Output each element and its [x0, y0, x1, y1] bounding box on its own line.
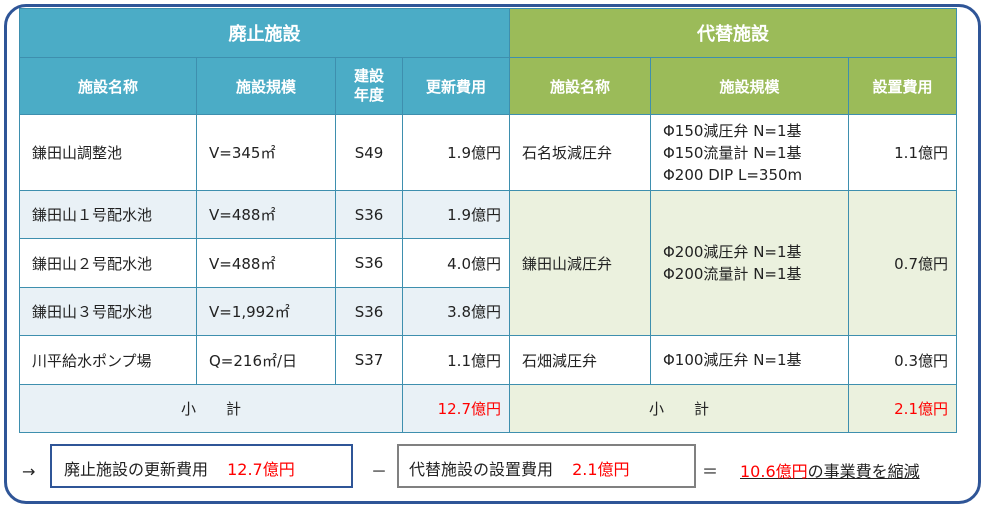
facility-year: S37 — [335, 335, 403, 385]
facility-cost: 3.8億円 — [402, 287, 510, 336]
abolished-cost-value: 12.7億円 — [227, 460, 295, 479]
table-row: 鎌田山３号配水池 V=1,992㎡ S36 3.8億円 — [19, 287, 957, 336]
replacement-scale: Φ100減圧弁 N=1基 — [650, 335, 849, 385]
cost-reduction-formula: → 廃止施設の更新費用 12.7億円 － 代替施設の設置費用 2.1億円 ＝ 1… — [0, 444, 989, 494]
subtotal-row: 小 計 12.7億円 小 計 2.1億円 — [19, 384, 957, 433]
facility-name: 鎌田山１号配水池 — [19, 190, 197, 239]
col-header-replacement-scale: 施設規模 — [650, 57, 849, 115]
facility-year: S49 — [335, 114, 403, 191]
abolished-cost-box: 廃止施設の更新費用 12.7億円 — [50, 444, 353, 488]
reduction-result: 10.6億円の事業費を縮減 — [740, 452, 920, 492]
facility-year: S36 — [335, 287, 403, 336]
abolished-subtotal-label: 小 計 — [19, 384, 403, 433]
reduction-text: の事業費を縮減 — [807, 462, 920, 481]
facility-scale: V=345㎡ — [196, 114, 336, 191]
facility-cost: 4.0億円 — [402, 238, 510, 288]
facility-scale: V=1,992㎡ — [196, 287, 336, 336]
facility-name: 鎌田山３号配水池 — [19, 287, 197, 336]
replacement-cost: 0.3億円 — [848, 335, 957, 385]
facility-name: 川平給水ポンプ場 — [19, 335, 197, 385]
facility-scale: Q=216㎡/日 — [196, 335, 336, 385]
col-header-name: 施設名称 — [19, 57, 197, 115]
col-header-replacement-name: 施設名称 — [509, 57, 651, 115]
minus-sign: － — [371, 462, 388, 481]
replacement-facilities-title: 代替施設 — [509, 8, 957, 58]
replacement-scale: Φ150減圧弁 N=1基 Φ150流量計 N=1基 Φ200 DIP L=350m — [650, 114, 849, 191]
facility-year: S36 — [335, 190, 403, 239]
facility-cost: 1.9億円 — [402, 190, 510, 239]
facility-comparison-table: 廃止施設 代替施設 施設名称 施設規模 建設 年度 更新費用 施設名称 施設規模 … — [19, 8, 957, 433]
table-row: 鎌田山１号配水池 V=488㎡ S36 1.9億円 鎌田山減圧弁 Φ200減圧弁… — [19, 190, 957, 336]
reduction-value: 10.6億円 — [740, 462, 808, 481]
facility-cost: 1.1億円 — [402, 335, 510, 385]
equals-sign: ＝ — [702, 462, 719, 481]
replacement-cost: 0.7億円 — [848, 190, 957, 336]
replacement-subtotal-value: 2.1億円 — [848, 384, 957, 433]
facility-year: S36 — [335, 238, 403, 288]
facility-name: 鎌田山２号配水池 — [19, 238, 197, 288]
col-header-year: 建設 年度 — [335, 57, 403, 115]
table-row: 川平給水ポンプ場 Q=216㎡/日 S37 1.1億円 石畑減圧弁 Φ100減圧… — [19, 335, 957, 385]
replacement-scale: Φ200減圧弁 N=1基 Φ200流量計 N=1基 — [650, 190, 849, 336]
replacement-cost-box: 代替施設の設置費用 2.1億円 — [397, 444, 696, 488]
col-header-renewal-cost: 更新費用 — [402, 57, 510, 115]
abolished-facilities-title: 廃止施設 — [19, 8, 510, 58]
replacement-name: 石名坂減圧弁 — [509, 114, 651, 191]
facility-name: 鎌田山調整池 — [19, 114, 197, 191]
col-header-install-cost: 設置費用 — [848, 57, 957, 115]
col-header-scale: 施設規模 — [196, 57, 336, 115]
table-row: 鎌田山調整池 V=345㎡ S49 1.9億円 石名坂減圧弁 Φ150減圧弁 N… — [19, 114, 957, 191]
abolished-cost-label: 廃止施設の更新費用 — [64, 460, 209, 479]
replacement-name: 石畑減圧弁 — [509, 335, 651, 385]
facility-cost: 1.9億円 — [402, 114, 510, 191]
replacement-cost: 1.1億円 — [848, 114, 957, 191]
outer-frame — [4, 4, 981, 504]
replacement-name: 鎌田山減圧弁 — [509, 190, 651, 336]
replacement-subtotal-label: 小 計 — [509, 384, 849, 433]
arrow-icon: → — [22, 462, 36, 481]
abolished-subtotal-value: 12.7億円 — [402, 384, 510, 433]
facility-scale: V=488㎡ — [196, 190, 336, 239]
facility-scale: V=488㎡ — [196, 238, 336, 288]
replacement-cost-label: 代替施設の設置費用 — [409, 460, 554, 479]
replacement-cost-value: 2.1億円 — [572, 460, 630, 479]
